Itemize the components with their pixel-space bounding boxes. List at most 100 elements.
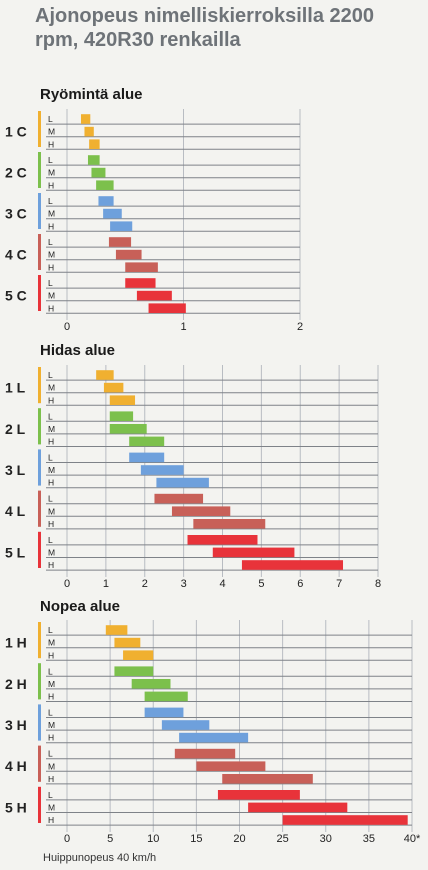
range-row-label: L <box>48 237 53 247</box>
range-row-label: L <box>48 278 53 288</box>
gear-label: 5 C <box>5 288 27 304</box>
group-color-marker <box>38 449 41 486</box>
range-row-label: M <box>48 506 55 516</box>
speed-bar <box>129 436 165 447</box>
speed-bar <box>103 382 124 393</box>
speed-bar <box>148 303 186 313</box>
speed-bar <box>193 519 266 529</box>
speed-bar <box>136 290 172 301</box>
x-tick-label: 8 <box>375 578 381 590</box>
speed-bar <box>123 650 154 660</box>
speed-bar <box>114 637 141 648</box>
range-row-label: M <box>48 209 55 219</box>
gear-label: 5 L <box>5 544 26 560</box>
speed-bar <box>103 208 122 219</box>
x-tick-label: 15 <box>190 833 202 845</box>
speed-bar <box>84 126 94 137</box>
speed-bar <box>80 114 91 124</box>
range-row-label: H <box>48 692 54 702</box>
group-color-marker <box>38 234 41 270</box>
group-color-marker <box>38 745 41 782</box>
x-tick-label: 0 <box>64 578 70 590</box>
range-row-label: H <box>48 519 54 529</box>
range-row-label: H <box>48 650 54 660</box>
group-color-marker <box>38 152 41 188</box>
speed-bar <box>108 237 132 247</box>
gear-label: 4 C <box>5 247 27 263</box>
speed-bar <box>89 139 100 149</box>
range-row-label: M <box>48 291 55 301</box>
range-row-label: H <box>48 815 54 825</box>
section-title-slow: Hidas alue <box>40 342 116 359</box>
range-row-label: H <box>48 180 54 190</box>
group-color-marker <box>38 275 41 311</box>
speed-bar <box>187 535 258 545</box>
group-color-marker <box>38 193 41 229</box>
gear-label: 1 C <box>5 124 27 140</box>
range-row-label: H <box>48 560 54 570</box>
range-row-label: H <box>48 221 54 231</box>
range-row-label: L <box>48 625 53 635</box>
range-row-label: L <box>48 666 53 676</box>
speed-bar <box>96 370 114 380</box>
x-tick-label: 5 <box>107 833 113 845</box>
footnote-top-speed: Huippunopeus 40 km/h <box>43 852 157 864</box>
range-row-label: M <box>48 383 55 393</box>
speed-bar <box>110 221 133 231</box>
x-tick-label: 1 <box>180 321 186 333</box>
x-tick-label: 7 <box>336 578 342 590</box>
range-row-label: H <box>48 303 54 313</box>
x-tick-label: 25 <box>277 833 289 845</box>
range-row-label: L <box>48 535 53 545</box>
speed-bar <box>222 774 313 784</box>
range-row-label: H <box>48 733 54 743</box>
x-tick-label: 0 <box>64 833 70 845</box>
group-color-marker <box>38 786 41 823</box>
speed-bar <box>196 761 266 771</box>
x-tick-label: 30 <box>320 833 332 845</box>
range-row-label: H <box>48 437 54 447</box>
range-row-label: H <box>48 774 54 784</box>
range-row-label: M <box>48 168 55 178</box>
range-row-label: H <box>48 395 54 405</box>
x-tick-label: 4 <box>219 578 225 590</box>
speed-bar <box>115 249 142 260</box>
speed-bar <box>114 666 154 676</box>
gear-label: 3 L <box>5 462 26 478</box>
speed-bar <box>179 732 249 743</box>
gear-label: 4 H <box>5 758 27 774</box>
speed-bar <box>171 506 231 516</box>
speed-bar <box>131 679 171 689</box>
speed-bar <box>91 167 106 178</box>
group-color-marker <box>38 663 41 700</box>
range-row-label: M <box>48 465 55 475</box>
range-row-label: M <box>48 638 55 648</box>
speed-bar <box>248 802 348 813</box>
speed-bar <box>109 411 134 421</box>
range-row-label: M <box>48 679 55 689</box>
page-title: Ajonopeus nimelliskierroksilla 2200 rpm,… <box>35 5 375 51</box>
range-row-label: L <box>48 155 53 165</box>
range-row-label: L <box>48 494 53 504</box>
gear-label: 3 C <box>5 206 27 222</box>
group-color-marker <box>38 490 41 527</box>
range-row-label: M <box>48 250 55 260</box>
range-row-label: M <box>48 548 55 558</box>
speed-bar <box>241 560 344 570</box>
x-tick-label: 3 <box>181 578 187 590</box>
range-row-label: H <box>48 262 54 272</box>
group-color-marker <box>38 111 41 147</box>
range-row-label: L <box>48 114 53 124</box>
group-color-marker <box>38 704 41 741</box>
speed-bar <box>105 625 128 635</box>
speed-bar <box>125 278 156 288</box>
speed-bar <box>125 262 158 272</box>
x-tick-label: 40* <box>404 833 421 845</box>
x-tick-label: 5 <box>258 578 264 590</box>
x-tick-label: 10 <box>147 833 159 845</box>
range-row-label: H <box>48 139 54 149</box>
speed-bar <box>161 720 210 730</box>
x-tick-label: 1 <box>103 578 109 590</box>
range-row-label: L <box>48 453 53 463</box>
